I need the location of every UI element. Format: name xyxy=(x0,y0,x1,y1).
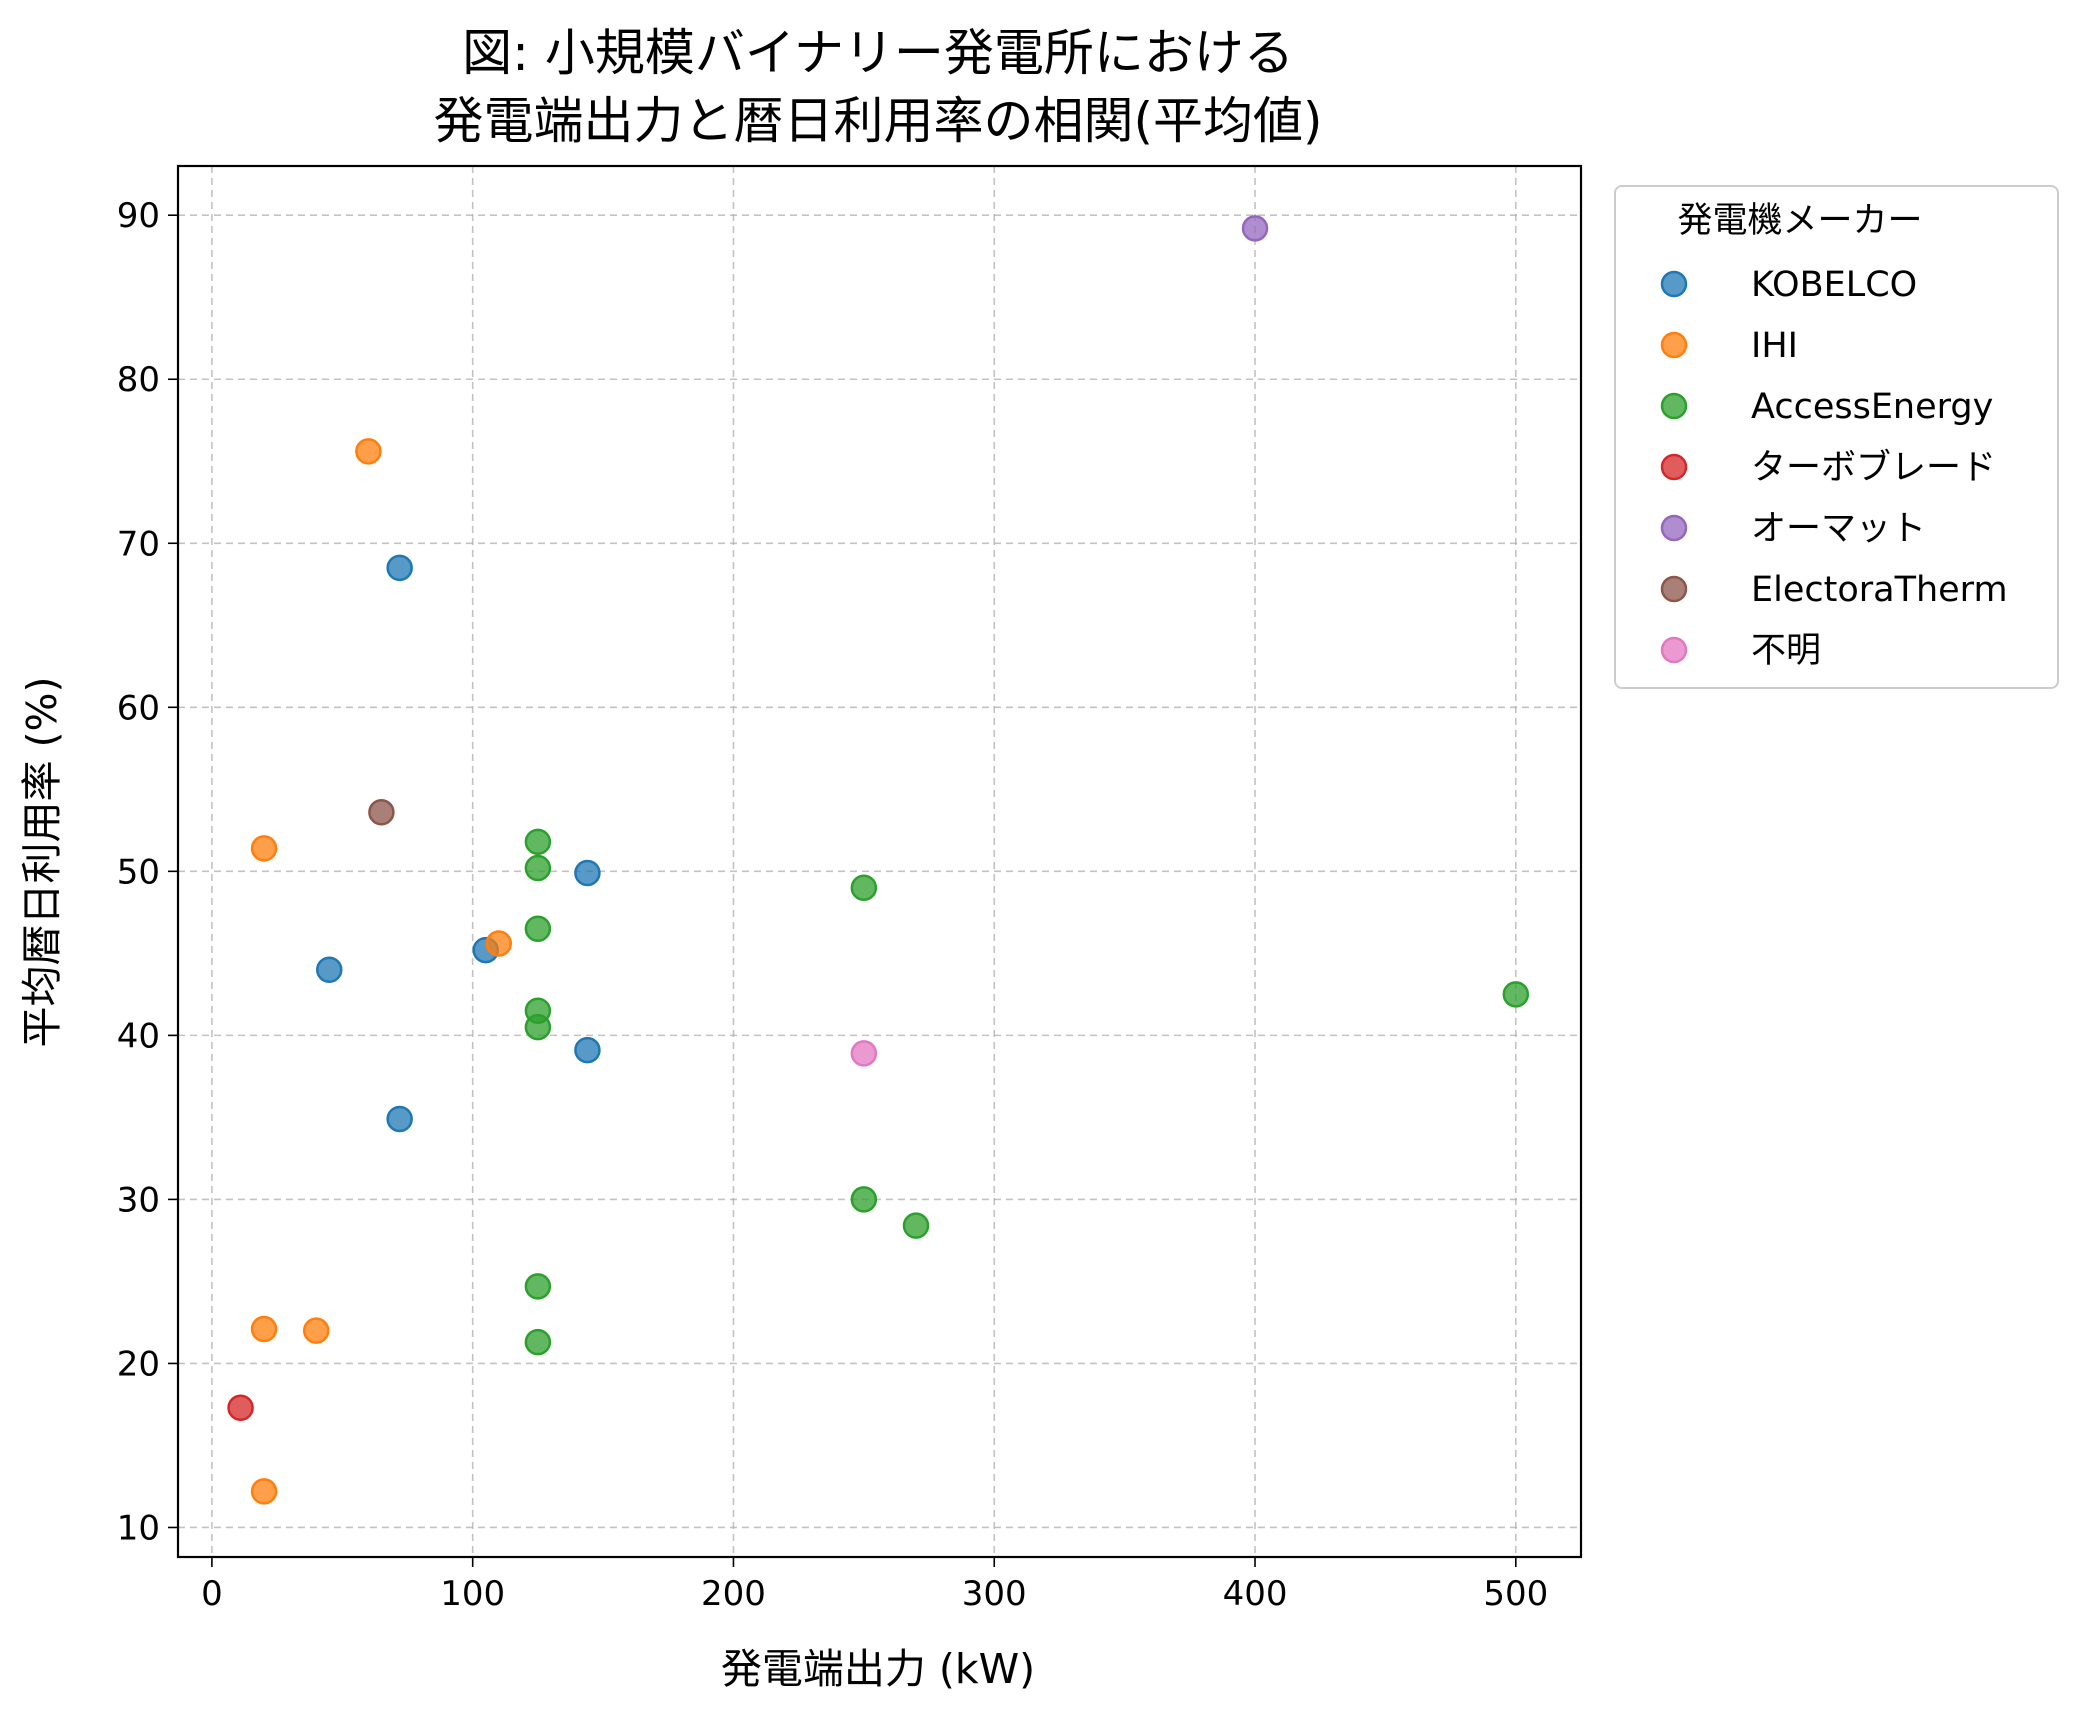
data-point xyxy=(1241,215,1269,242)
data-point xyxy=(316,956,343,984)
legend-label: IHI xyxy=(1751,326,1798,366)
legend-label: ターボブレード xyxy=(1751,448,1996,488)
data-point xyxy=(524,1328,552,1356)
legend-label: 不明 xyxy=(1751,631,1821,671)
data-point xyxy=(1502,981,1530,1008)
y-axis-label: 平均暦日利用率 (%) xyxy=(18,677,66,1048)
legend-marker xyxy=(1660,636,1688,664)
x-tick-label: 400 xyxy=(1223,1574,1288,1614)
chart-title-line-1: 図: 小規模バイナリー発電所における xyxy=(462,24,1294,82)
x-axis-label: 発電端出力 (kW) xyxy=(721,1645,1035,1693)
data-point xyxy=(524,915,552,943)
y-tick-label: 40 xyxy=(117,1016,160,1056)
y-tick-label: 10 xyxy=(117,1508,160,1548)
y-tick-label: 60 xyxy=(117,688,160,728)
y-tick-label: 70 xyxy=(117,524,160,564)
data-point xyxy=(574,1036,601,1064)
data-point xyxy=(850,1040,878,1067)
legend-marker xyxy=(1660,453,1688,481)
data-point xyxy=(850,874,878,901)
x-tick-label: 100 xyxy=(440,1574,505,1614)
data-point xyxy=(524,1013,552,1041)
data-point xyxy=(386,554,413,582)
data-points xyxy=(227,215,1530,1505)
legend-label: オーマット xyxy=(1751,509,1926,549)
x-tick-label: 500 xyxy=(1483,1574,1548,1614)
data-point xyxy=(386,1105,413,1133)
data-point xyxy=(524,854,552,882)
data-point xyxy=(574,859,601,887)
legend-label: ElectoraTherm xyxy=(1751,570,2008,610)
y-tick-label: 30 xyxy=(117,1180,160,1220)
data-point xyxy=(355,438,382,465)
data-point xyxy=(524,1273,552,1300)
axis-ticks: 0 100 200 300 400 500 10 20 30 40 50 60 70 80 90 xyxy=(117,196,1549,1614)
legend-marker xyxy=(1660,514,1688,542)
plot-area-frame xyxy=(176,164,1583,1559)
data-point xyxy=(524,828,552,856)
legend-label: KOBELCO xyxy=(1751,265,1917,305)
data-point xyxy=(250,1478,278,1505)
legend-marker xyxy=(1660,575,1688,603)
chart-title-line-2: 発電端出力と暦日利用率の相関(平均値) xyxy=(433,92,1322,150)
data-point xyxy=(250,1315,278,1343)
data-point xyxy=(485,930,513,957)
legend-marker xyxy=(1660,270,1688,298)
x-tick-label: 0 xyxy=(201,1574,223,1614)
data-point xyxy=(902,1212,930,1239)
x-tick-label: 300 xyxy=(962,1574,1027,1614)
data-point xyxy=(368,799,395,826)
data-point xyxy=(227,1394,254,1421)
data-point xyxy=(250,835,278,862)
data-point xyxy=(850,1186,878,1213)
legend-title: 発電機メーカー xyxy=(1677,201,1922,241)
legend-frame xyxy=(1614,185,2059,689)
legend: 発電機メーカー KOBELCO IHI AccessEnergy ターボブレードオーマ… xyxy=(1614,185,2059,689)
legend-marker xyxy=(1660,331,1688,359)
y-tick-label: 20 xyxy=(117,1344,160,1384)
grid xyxy=(178,166,1581,1557)
legend-marker xyxy=(1660,392,1688,420)
x-tick-label: 200 xyxy=(701,1574,766,1614)
y-tick-label: 80 xyxy=(117,360,160,400)
y-tick-label: 90 xyxy=(117,196,160,236)
data-point xyxy=(302,1317,330,1344)
legend-label: AccessEnergy xyxy=(1751,387,1993,427)
y-tick-label: 50 xyxy=(117,852,160,892)
